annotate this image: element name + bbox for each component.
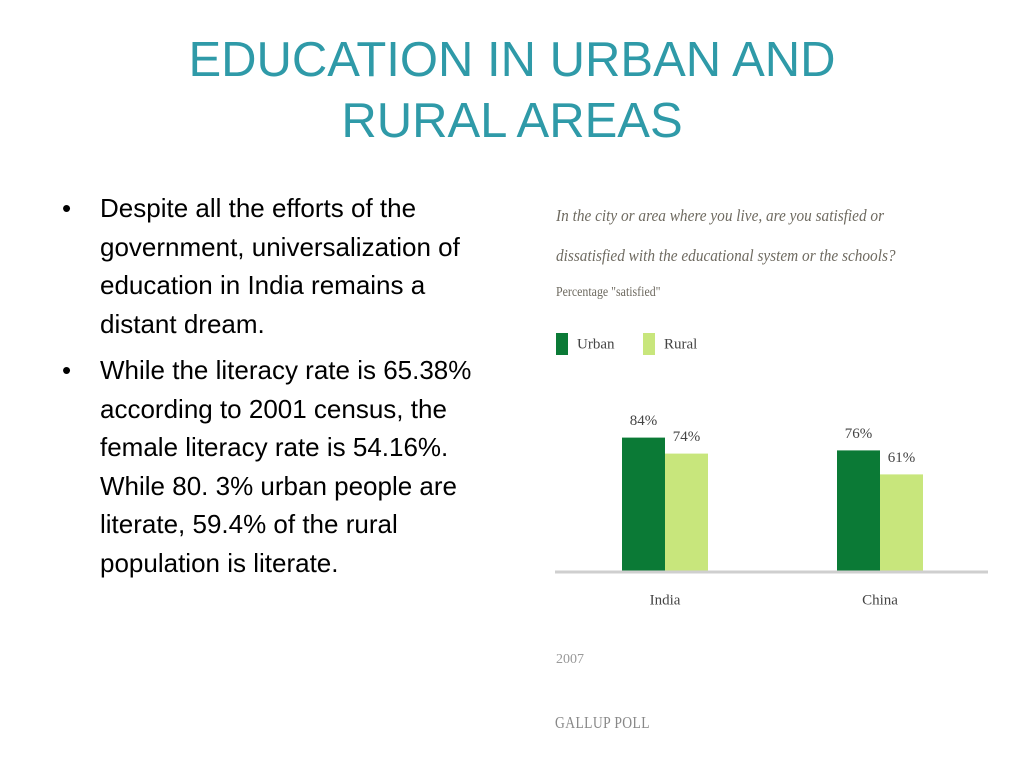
legend-label: Rural <box>664 336 697 352</box>
chart-source: GALLUP POLL <box>555 713 650 732</box>
bullet-list: Despite all the efforts of the governmen… <box>62 189 502 590</box>
value-label: 74% <box>673 429 701 445</box>
legend-swatch <box>643 333 655 355</box>
bar <box>880 474 923 572</box>
value-label: 84% <box>630 413 658 429</box>
x-tick-label: India <box>650 592 681 608</box>
legend-swatch <box>556 333 568 355</box>
bar <box>665 453 708 572</box>
bullet: While the literacy rate is 65.38% accord… <box>62 351 502 582</box>
bar <box>622 437 665 572</box>
chart-subtitle: Percentage "satisfied" <box>556 285 661 300</box>
x-tick-label: China <box>862 592 898 608</box>
value-label: 61% <box>888 450 916 466</box>
bullet: Despite all the efforts of the governmen… <box>62 189 502 343</box>
chart-note: 2007 <box>556 652 584 667</box>
chart-title: In the city or area where you live, are … <box>556 206 896 265</box>
value-label: 76% <box>845 426 873 442</box>
slide-title: EDUCATION IN URBAN AND RURAL AREAS <box>188 33 836 148</box>
legend-label: Urban <box>577 336 615 352</box>
bar <box>837 450 880 572</box>
